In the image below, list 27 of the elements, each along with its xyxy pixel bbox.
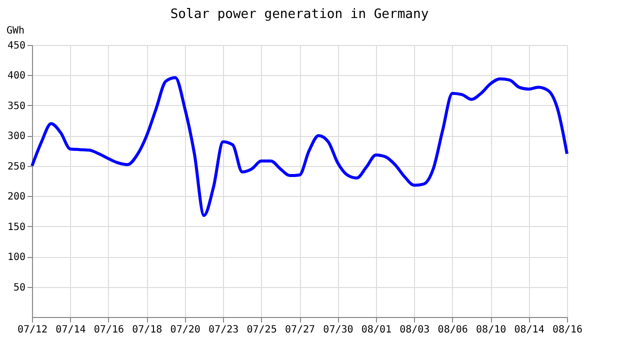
y-tick-label: 350 <box>7 100 26 112</box>
x-tick-label: 08/06 <box>438 324 468 336</box>
x-tick-label: 08/14 <box>514 324 544 336</box>
y-tick-label: 100 <box>7 252 26 264</box>
x-tick-label: 07/27 <box>284 324 316 336</box>
y-tick-label: 450 <box>7 40 26 52</box>
y-tick-label: 200 <box>7 192 26 203</box>
chart-title: Solar power generation in Germany <box>170 7 429 22</box>
x-tick-label: 07/20 <box>170 324 200 336</box>
x-tick-label: 08/10 <box>476 324 506 336</box>
x-tick-label: 07/23 <box>208 324 239 336</box>
y-tick-label: 300 <box>7 131 26 142</box>
y-tick-label: 250 <box>7 161 26 172</box>
x-tick-label: 07/18 <box>132 324 162 336</box>
y-tick-label: 150 <box>7 222 26 233</box>
x-tick-label: 07/14 <box>56 324 86 336</box>
x-tick-label: 07/12 <box>17 324 48 336</box>
x-tick-label: 08/01 <box>361 324 392 336</box>
y-tick-label: 50 <box>13 282 26 294</box>
line-series <box>30 76 568 217</box>
x-tick-label: 07/30 <box>323 324 354 336</box>
y-axis-title: GWh <box>6 26 24 36</box>
y-tick-label: 400 <box>7 70 26 82</box>
x-tick-label: 08/03 <box>400 324 430 336</box>
x-tick-label: 07/25 <box>246 324 277 336</box>
x-tick-label: 07/16 <box>94 324 124 336</box>
x-tick-label: 08/16 <box>552 324 583 336</box>
